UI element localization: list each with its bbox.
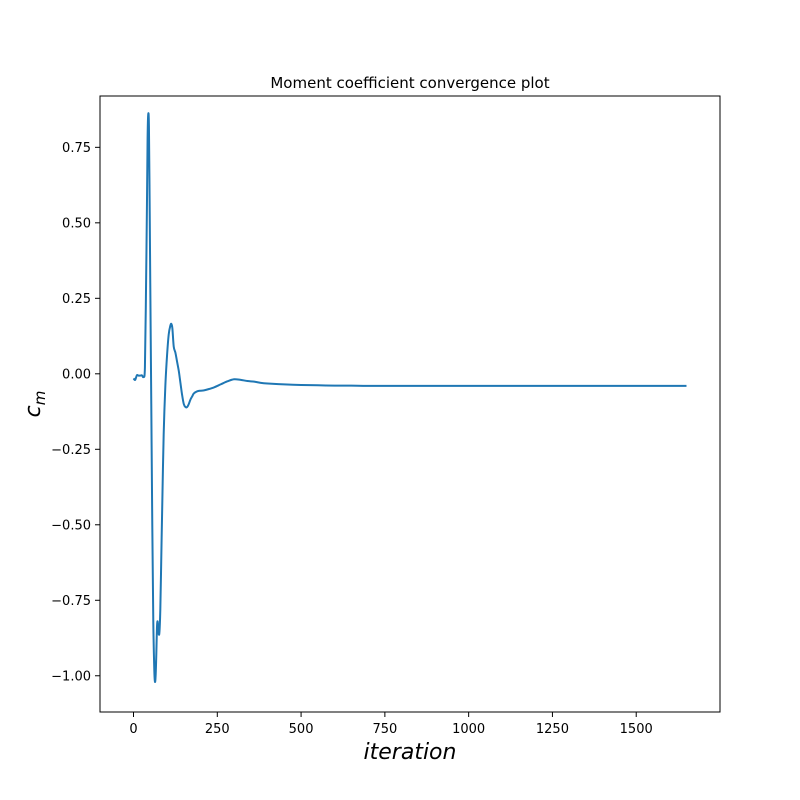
- plot-frame: [99, 95, 721, 713]
- y-axis-label-main: c: [21, 405, 46, 417]
- y-tick-label: −0.50: [51, 518, 91, 533]
- x-tick-label: 1500: [620, 722, 653, 737]
- y-tick-label: −0.25: [51, 443, 91, 458]
- y-axis-label: cm: [21, 391, 49, 418]
- y-tick-label: 0.75: [62, 141, 91, 156]
- x-tick-label: 500: [289, 722, 314, 737]
- y-tick-label: 0.25: [62, 292, 91, 307]
- y-tick-label: −0.75: [51, 594, 91, 609]
- series-line: [132, 112, 687, 684]
- x-tick-label: 750: [372, 722, 397, 737]
- x-tick-label: 1250: [536, 722, 569, 737]
- x-tick-label: 250: [205, 722, 230, 737]
- x-axis-label: iteration: [364, 740, 457, 765]
- y-tick-label: 0.50: [62, 216, 91, 231]
- x-axis-ticks: 0 250 500 750 1000 1250 1500: [129, 712, 653, 737]
- chart-title: Moment coefficient convergence plot: [270, 74, 549, 92]
- y-tick-label: −1.00: [51, 669, 91, 684]
- x-tick-label: 1000: [452, 722, 485, 737]
- y-axis-label-subscript: m: [31, 391, 49, 406]
- x-tick-label: 0: [129, 722, 137, 737]
- y-tick-label: 0.00: [62, 367, 91, 382]
- y-axis-ticks: 0.75 0.50 0.25 0.00 −0.25 −0.50 −0.75 −1.00: [51, 141, 100, 684]
